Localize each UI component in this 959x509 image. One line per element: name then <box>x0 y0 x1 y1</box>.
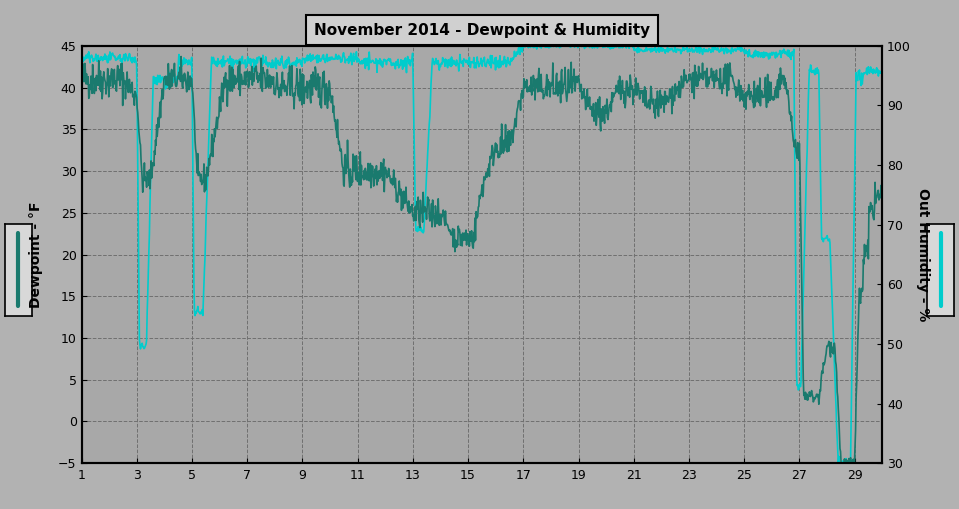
Title: November 2014 - Dewpoint & Humidity: November 2014 - Dewpoint & Humidity <box>314 23 650 38</box>
Text: Out Humidity - %: Out Humidity - % <box>916 188 929 321</box>
Text: Dewpoint - °F: Dewpoint - °F <box>30 201 43 308</box>
